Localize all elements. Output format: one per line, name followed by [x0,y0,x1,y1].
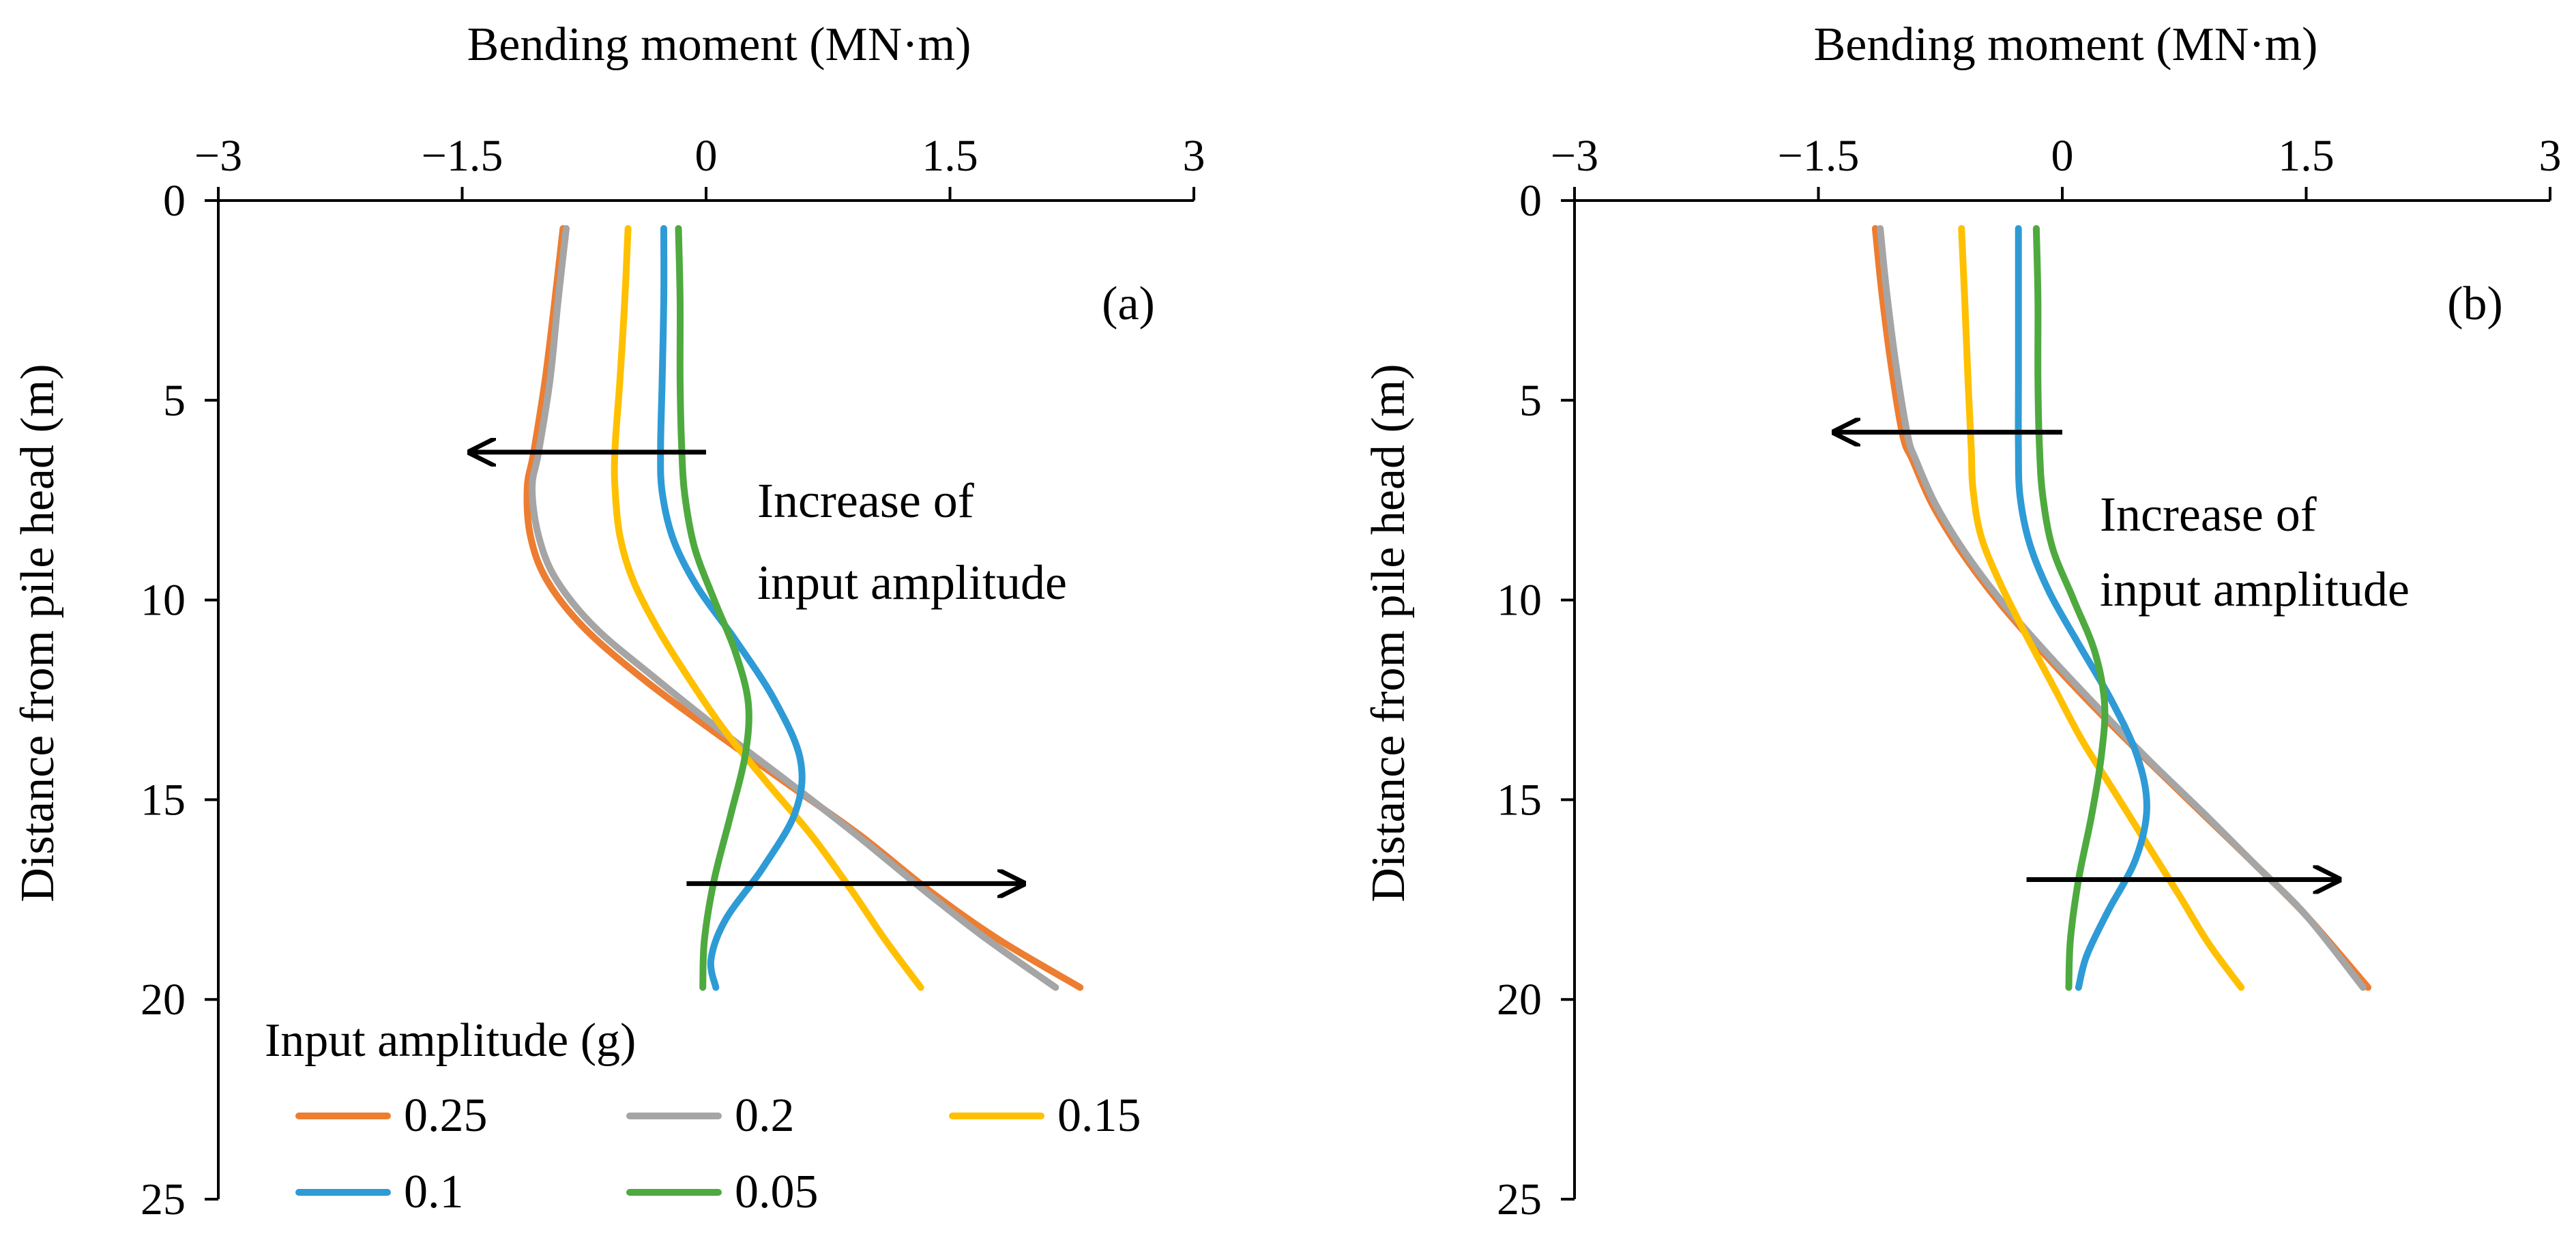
y-tick-label: 15 [1497,775,1542,825]
arrow-layer [470,452,1023,883]
y-tick-label: 5 [163,376,186,426]
annotation-line-1: Increase of [2100,487,2317,542]
axes: −3 −1.5 0 1.5 3 0 5 10 15 20 25 [1497,131,2562,1224]
annotation-line-2: input amplitude [757,555,1067,610]
legend-title: Input amplitude (g) [265,1014,636,1067]
axes: −3 −1.5 0 1.5 3 0 5 10 15 20 25 [141,131,1205,1224]
legend-label: 0.25 [404,1089,488,1142]
series-line-0.05 [2032,225,2109,991]
panel-a: Bending moment (MN·m) Distance from pile… [12,18,1205,1224]
panel-label: (a) [1102,278,1155,330]
y-tick-label: 20 [1497,975,1542,1025]
legend-item-0.05: 0.05 [626,1166,819,1218]
x-tick-label: 3 [1183,131,1205,181]
series-line-0.05 [675,225,752,991]
y-tick-label: 0 [163,176,186,226]
series-line-0.1 [2015,225,2150,991]
series-line-0.15 [611,225,924,991]
legend-label: 0.2 [735,1089,795,1142]
legend-label: 0.15 [1057,1089,1141,1142]
y-axis-title: Distance from pile head (m) [1362,364,1415,902]
y-tick-label: 5 [1519,376,1542,426]
legend-item-0.2: 0.2 [626,1089,795,1142]
legend-item-0.15: 0.15 [949,1089,1141,1142]
x-axis-title: Bending moment (MN·m) [1814,18,2318,71]
annotation-line-1: Increase of [757,473,974,528]
annotation-line-2: input amplitude [2100,562,2410,617]
y-tick-label: 20 [141,975,186,1025]
x-tick-label: −3 [1551,131,1598,181]
x-tick-label: 3 [2539,131,2562,181]
x-tick-label: 1.5 [2278,131,2334,181]
arrow-layer [1834,432,2339,880]
panel-b: Bending moment (MN·m) Distance from pile… [1362,18,2562,1224]
x-tick-label: −1.5 [1778,131,1860,181]
x-tick-label: −3 [194,131,242,181]
x-tick-label: 0 [2051,131,2074,181]
y-axis-title: Distance from pile head (m) [12,364,64,902]
legend-item-0.25: 0.25 [295,1089,488,1142]
legend-items: 0.25 0.2 0.15 0.1 0.05 [295,1089,1141,1218]
legend-item-0.1: 0.1 [295,1166,464,1218]
legend-label: 0.05 [735,1166,819,1218]
x-axis-title: Bending moment (MN·m) [467,18,971,71]
y-tick-label: 0 [1519,176,1542,226]
panel-label: (b) [2447,278,2503,330]
x-tick-label: 1.5 [922,131,978,181]
y-tick-label: 25 [1497,1175,1542,1224]
series-layer [523,225,1084,991]
x-tick-label: −1.5 [422,131,503,181]
x-tick-label: 0 [695,131,718,181]
legend-label: 0.1 [404,1166,464,1218]
y-tick-label: 25 [141,1175,186,1224]
y-tick-label: 15 [141,775,186,825]
y-tick-label: 10 [141,576,186,626]
legend: Input amplitude (g) 0.25 0.2 0.15 0.1 0.05 [265,1014,1141,1218]
y-tick-label: 10 [1497,576,1542,626]
